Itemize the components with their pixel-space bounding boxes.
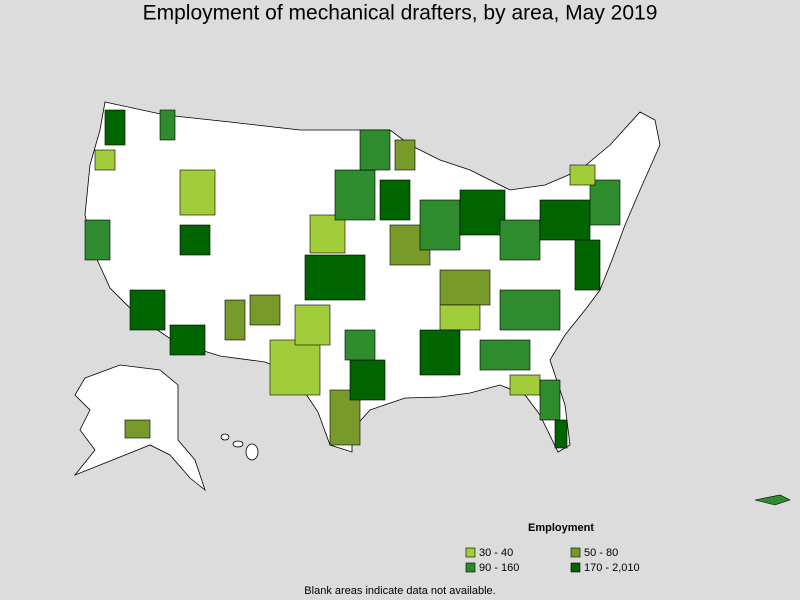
legend-items: 30 - 40 50 - 80 90 - 160 170 - 2,010 [465,547,640,574]
legend-swatch [465,547,476,558]
area [509,374,541,396]
area [379,179,411,221]
area [499,289,561,331]
area [419,329,461,376]
legend-label: 170 - 2,010 [584,562,640,574]
area [179,169,216,216]
area [589,179,621,226]
areas [84,109,621,449]
area [419,199,461,251]
area [269,339,321,396]
area [499,219,541,261]
area [459,189,506,236]
area [349,359,386,401]
area [309,214,346,254]
area [574,239,601,291]
footnote: Blank areas indicate data not available. [304,585,495,597]
area [84,219,111,261]
legend-swatch [570,547,581,558]
area [124,419,151,439]
area [334,169,376,221]
hawaii-island [245,443,259,461]
area [169,324,206,356]
area [344,329,376,361]
area [539,379,561,421]
area [394,139,416,171]
area [104,109,126,146]
map [73,101,791,506]
hawaii-island [232,440,244,448]
legend-swatch [465,562,476,573]
legend-label: 90 - 160 [479,562,519,574]
legend-label: 50 - 80 [584,547,618,559]
area [539,199,591,241]
area [129,289,166,331]
area [479,339,531,371]
area [159,109,176,141]
area [294,304,331,346]
hawaii-island [220,433,230,441]
hawaii [220,433,259,461]
puerto-rico [754,494,791,506]
area [569,164,596,186]
area [249,294,281,326]
area [179,224,211,256]
legend: Employment 30 - 40 50 - 80 90 - 160 170 - 2… [465,522,640,574]
area [359,129,391,171]
area [439,304,481,331]
area [304,254,366,301]
legend-swatch [570,562,581,573]
area [94,149,116,171]
legend-title: Employment [528,522,594,534]
area [224,299,246,341]
map-title: Employment of mechanical drafters, by ar… [143,2,658,25]
area [554,419,568,449]
area [439,269,491,306]
legend-label: 30 - 40 [479,547,513,559]
